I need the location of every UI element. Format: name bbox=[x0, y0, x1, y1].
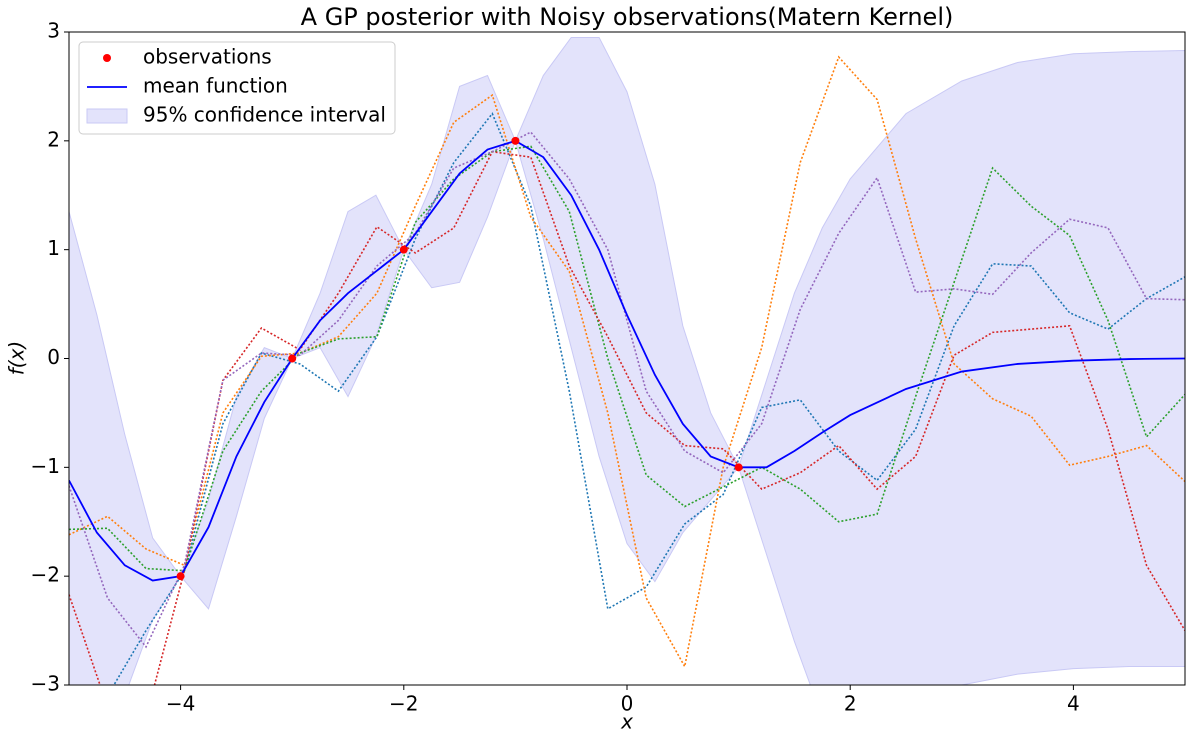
sample-line bbox=[69, 145, 1185, 572]
sample-line bbox=[69, 131, 1185, 649]
y-tick-label: 2 bbox=[47, 127, 60, 151]
y-tick-label: −2 bbox=[31, 563, 60, 587]
y-tick-label: 0 bbox=[47, 345, 60, 369]
mean-line bbox=[69, 139, 1185, 582]
y-tick-label: 3 bbox=[47, 19, 60, 43]
plot-area bbox=[69, 36, 1185, 685]
legend-box bbox=[78, 41, 396, 135]
legend-label: 95% confidence interval bbox=[143, 103, 386, 127]
x-tick-label: −2 bbox=[389, 692, 418, 716]
x-tick-label: 0 bbox=[621, 692, 634, 716]
y-tick-label: −1 bbox=[31, 454, 60, 478]
observation-point bbox=[399, 245, 408, 254]
y-tick-label: 1 bbox=[47, 236, 60, 260]
legend-marker bbox=[86, 108, 128, 124]
y-tick-label: −3 bbox=[31, 672, 60, 696]
legend-label: observations bbox=[143, 45, 272, 69]
x-tick-label: −4 bbox=[166, 692, 195, 716]
legend-marker bbox=[103, 54, 111, 62]
sample-line bbox=[69, 55, 1185, 669]
y-axis-label: f(x) bbox=[5, 341, 29, 375]
confidence-band bbox=[69, 36, 1185, 685]
x-axis-label: x bbox=[620, 710, 633, 734]
chart-title: A GP posterior with Noisy observations(M… bbox=[301, 3, 954, 31]
x-tick-label: 2 bbox=[844, 692, 857, 716]
observation-point bbox=[734, 463, 743, 472]
x-tick-label: 4 bbox=[1067, 692, 1080, 716]
legend-label: mean function bbox=[143, 74, 288, 98]
observation-point bbox=[511, 136, 520, 145]
observation-point bbox=[176, 572, 185, 581]
observation-point bbox=[288, 354, 297, 363]
